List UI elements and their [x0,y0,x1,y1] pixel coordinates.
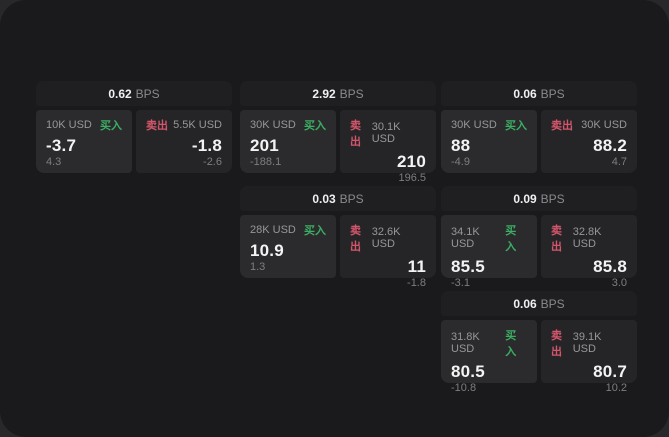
buy-price: 10.9 [250,241,284,260]
sell-action-label: 卖出 [551,120,573,132]
sell-change: -1.8 [407,277,426,289]
bps-header: 0.06 BPS [441,81,637,106]
bps-header: 2.92 BPS [240,81,436,106]
bps-value: 0.62 [108,86,132,101]
sell-price: 85.8 [593,257,627,276]
sell-action-label: 卖出 [146,120,168,132]
sell-panel[interactable]: 卖出 30K USD 88.2 4.7 [541,110,637,173]
bps-value: 0.06 [513,296,537,311]
sell-size: 5.5K USD [173,119,222,131]
sell-action-label: 卖出 [350,120,361,148]
buy-panel[interactable]: 34.1K USD 买入 85.5 -3.1 [441,215,537,289]
buy-panel[interactable]: 28K USD 买入 10.9 1.3 [240,215,336,278]
buy-panel[interactable]: 30K USD 买入 201 -188.1 [240,110,336,173]
bps-value: 0.06 [513,86,537,101]
buy-change: 4.3 [46,156,62,168]
bps-value: 0.03 [312,191,336,206]
quote-card: 2.92 BPS 30K USD 买入 201 -188.1 卖出 30.1K … [240,81,436,184]
buy-price: -3.7 [46,136,77,155]
buy-action-label: 买入 [100,120,122,132]
buy-size: 28K USD [250,224,296,236]
buy-action-label: 买入 [505,120,527,132]
sell-panel[interactable]: 卖出 32.6K USD 11 -1.8 [340,215,436,289]
sell-action-label: 卖出 [350,225,361,253]
bps-header: 0.06 BPS [441,291,637,316]
bps-unit: BPS [339,86,364,101]
buy-action-label: 买入 [505,225,517,253]
sell-change: 196.5 [398,172,426,184]
bps-header: 0.62 BPS [36,81,232,106]
sell-size: 30.1K USD [371,121,401,145]
sell-panel[interactable]: 卖出 5.5K USD -1.8 -2.6 [136,110,232,173]
bps-header: 0.09 BPS [441,186,637,211]
bps-value: 0.09 [513,191,537,206]
sell-price: 80.7 [593,362,627,381]
sell-size: 32.8K USD [572,226,602,250]
buy-panel[interactable]: 10K USD 买入 -3.7 4.3 [36,110,132,173]
buy-size: 10K USD [46,119,92,131]
buy-price: 201 [250,136,279,155]
bps-unit: BPS [339,191,364,206]
sell-price: 210 [397,152,426,171]
sell-size: 30K USD [581,119,627,131]
buy-change: 1.3 [250,261,266,273]
quote-card: 0.03 BPS 28K USD 买入 10.9 1.3 卖出 32.6K US… [240,186,436,289]
buy-change: -188.1 [250,156,282,168]
sell-price: 11 [407,257,426,276]
sell-size: 39.1K USD [572,331,602,355]
sell-panel[interactable]: 卖出 30.1K USD 210 196.5 [340,110,436,184]
bps-unit: BPS [540,86,565,101]
buy-action-label: 买入 [304,225,326,237]
bps-unit: BPS [540,296,565,311]
buy-panel[interactable]: 31.8K USD 买入 80.5 -10.8 [441,320,537,394]
buy-change: -3.1 [451,277,470,289]
bps-header: 0.03 BPS [240,186,436,211]
sell-change: 4.7 [611,156,627,168]
buy-size: 30K USD [250,119,296,131]
buy-size: 34.1K USD [451,226,480,250]
buy-action-label: 买入 [304,120,326,132]
quote-card: 0.62 BPS 10K USD 买入 -3.7 4.3 卖出 5.5K USD… [36,81,232,173]
bps-value: 2.92 [312,86,336,101]
sell-price: -1.8 [191,136,222,155]
sell-change: 3.0 [611,277,627,289]
buy-panel[interactable]: 30K USD 买入 88 -4.9 [441,110,537,173]
buy-action-label: 买入 [505,330,517,358]
buy-price: 80.5 [451,362,485,381]
quote-card: 0.06 BPS 30K USD 买入 88 -4.9 卖出 30K USD 8… [441,81,637,173]
buy-price: 88 [451,136,471,155]
sell-size: 32.6K USD [371,226,401,250]
bps-unit: BPS [135,86,160,101]
quote-card: 0.06 BPS 31.8K USD 买入 80.5 -10.8 卖出 39.1… [441,291,637,394]
bps-unit: BPS [540,191,565,206]
buy-size: 31.8K USD [451,331,480,355]
buy-size: 30K USD [451,119,497,131]
sell-panel[interactable]: 卖出 39.1K USD 80.7 10.2 [541,320,637,394]
sell-price: 88.2 [593,136,627,155]
quote-card: 0.09 BPS 34.1K USD 买入 85.5 -3.1 卖出 32.8K… [441,186,637,289]
sell-change: 10.2 [605,382,627,394]
buy-change: -4.9 [451,156,470,168]
sell-action-label: 卖出 [551,330,562,358]
sell-action-label: 卖出 [551,225,562,253]
buy-price: 85.5 [451,257,485,276]
sell-panel[interactable]: 卖出 32.8K USD 85.8 3.0 [541,215,637,289]
sell-change: -2.6 [203,156,222,168]
buy-change: -10.8 [451,382,477,394]
